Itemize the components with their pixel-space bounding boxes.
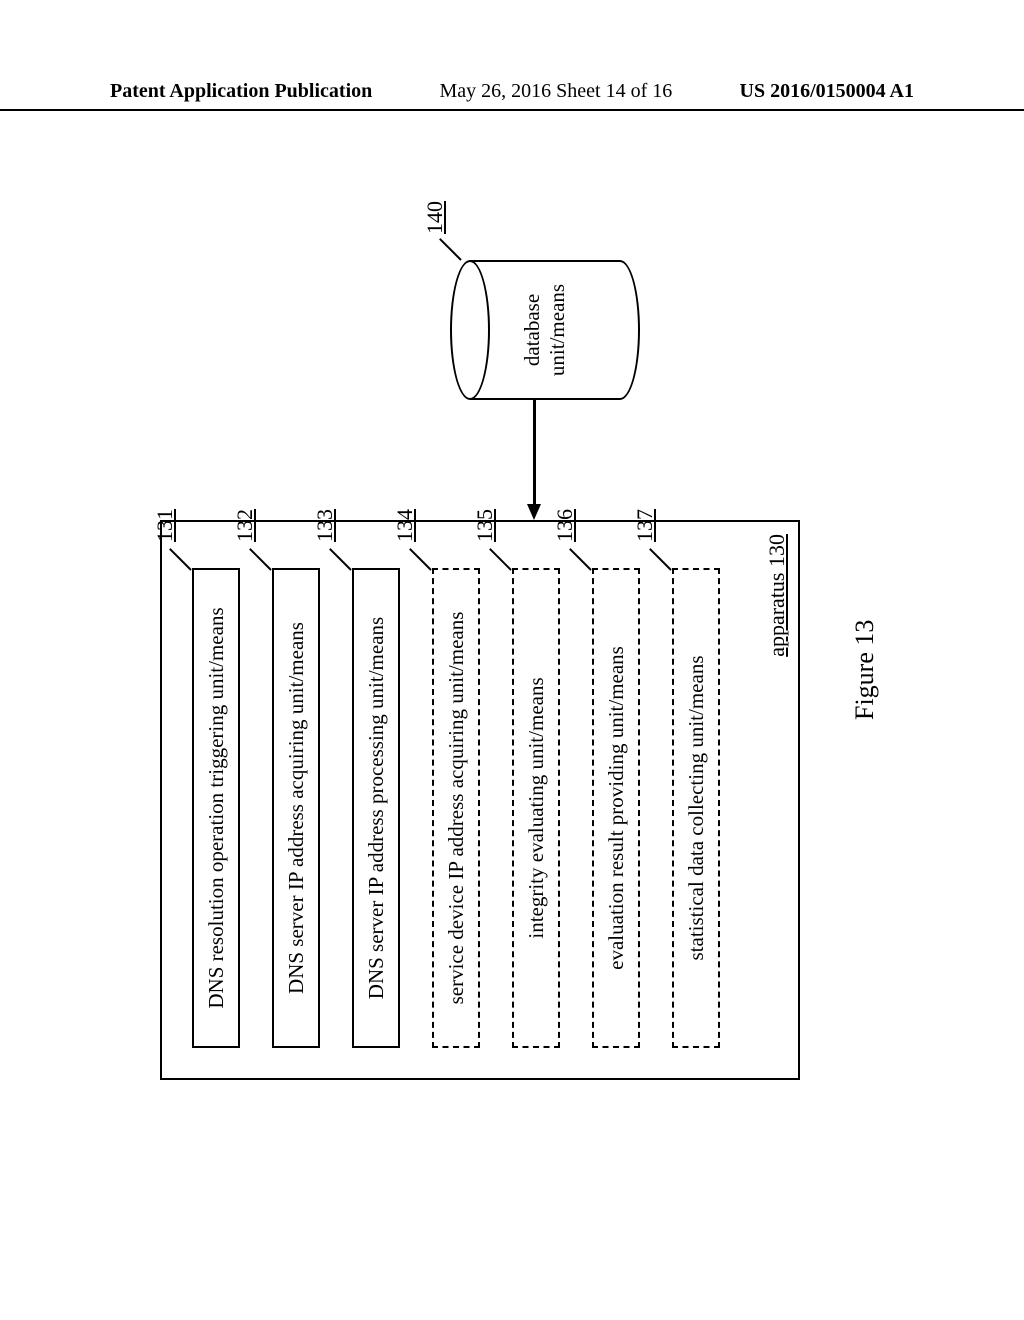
unit-134: service device IP address acquiring unit… (432, 568, 480, 1048)
apparatus-box: apparatus 130 DNS resolution operation t… (160, 520, 800, 1080)
patent-header: Patent Application Publication May 26, 2… (0, 80, 1024, 111)
unit-136: evaluation result providing unit/means (592, 568, 640, 1048)
unit-132: DNS server IP address acquiring unit/mea… (272, 568, 320, 1048)
header-center: May 26, 2016 Sheet 14 of 16 (440, 80, 673, 109)
unit-132-label: DNS server IP address acquiring unit/mea… (284, 622, 309, 994)
unit-134-label: service device IP address acquiring unit… (444, 612, 469, 1005)
unit-133-label: DNS server IP address processing unit/me… (364, 617, 389, 999)
db-text: database unit/means (520, 260, 570, 400)
lead-140 (439, 238, 462, 261)
header-right: US 2016/0150004 A1 (740, 80, 914, 109)
ref-137: 137 (632, 509, 658, 542)
ref-140: 140 (422, 201, 448, 234)
ref-131: 131 (152, 509, 178, 542)
apparatus-label: apparatus 130 (764, 534, 790, 657)
db-arrow-head-icon (527, 504, 541, 520)
unit-136-label: evaluation result providing unit/means (604, 646, 629, 970)
unit-131: DNS resolution operation triggering unit… (192, 568, 240, 1048)
db-arrow-line (533, 400, 536, 504)
unit-131-label: DNS resolution operation triggering unit… (204, 607, 229, 1008)
header-left: Patent Application Publication (110, 80, 372, 109)
ref-133: 133 (312, 509, 338, 542)
ref-134: 134 (392, 509, 418, 542)
figure-area: apparatus 130 DNS resolution operation t… (100, 180, 920, 1140)
unit-137: statistical data collecting unit/means (672, 568, 720, 1048)
db-line1: database (520, 294, 544, 366)
diagram-rotated-wrapper: apparatus 130 DNS resolution operation t… (100, 180, 920, 1140)
ref-135: 135 (472, 509, 498, 542)
figure-caption: Figure 13 (850, 620, 880, 720)
db-line2: unit/means (545, 284, 569, 376)
unit-133: DNS server IP address processing unit/me… (352, 568, 400, 1048)
unit-135-label: integrity evaluating unit/means (524, 677, 549, 938)
unit-135: integrity evaluating unit/means (512, 568, 560, 1048)
unit-137-label: statistical data collecting unit/means (684, 656, 709, 961)
ref-136: 136 (552, 509, 578, 542)
db-top-ellipse (450, 260, 490, 400)
ref-132: 132 (232, 509, 258, 542)
